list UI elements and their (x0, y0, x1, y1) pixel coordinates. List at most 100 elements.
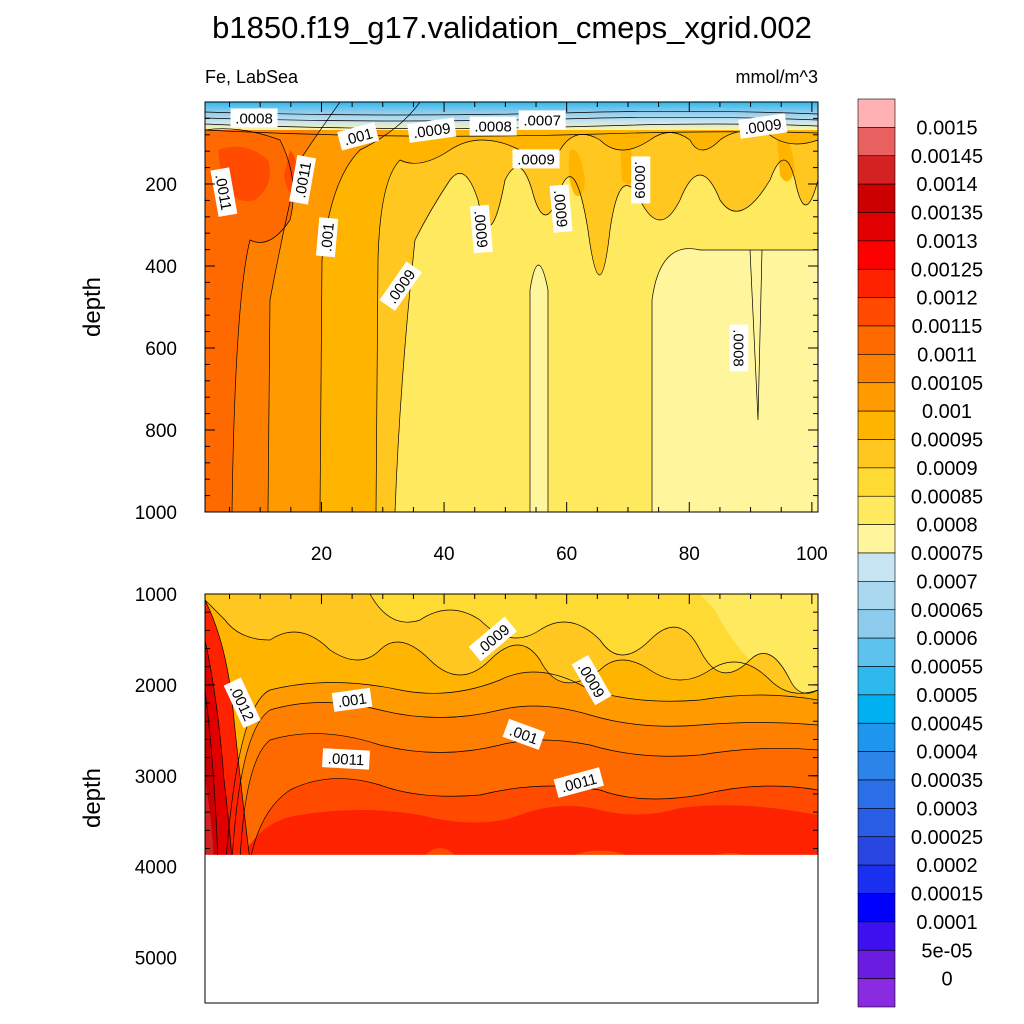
contour-label-box (738, 113, 788, 139)
colorbar-level-label: 5e-05 (921, 940, 972, 962)
contour-label: .001 (315, 217, 339, 258)
colorbar-level-label: 0.00075 (911, 543, 983, 565)
y-tick-label: 4000 (135, 858, 177, 879)
x-tick-label: 80 (679, 544, 700, 565)
contour-label-text: .0008 (729, 329, 746, 367)
fill-level-0011 (205, 128, 294, 512)
contour-label: .001 (331, 687, 373, 712)
y-tick-label: 5000 (135, 949, 177, 970)
contour-label-box (571, 654, 612, 706)
contour-label: .0009 (407, 117, 457, 143)
colorbar-level-label: 0.00095 (911, 430, 983, 452)
contour-label: .0009 (631, 156, 651, 204)
colorbar-swatch (857, 268, 896, 298)
upper-contour-fill (205, 102, 818, 512)
no-data-region (205, 854, 818, 1003)
y-tick-label: 3000 (135, 767, 177, 788)
colorbar-swatch (857, 98, 896, 128)
contour-label-text: .0011 (327, 750, 364, 769)
fill-level-00115-bottom (420, 848, 760, 861)
contour-label-box (337, 122, 380, 151)
colorbar-swatch (857, 808, 896, 838)
contour-label: .0009 (549, 184, 573, 233)
contour-line-00085-mid (529, 264, 549, 512)
fill-level-0008-deep (700, 594, 818, 694)
colorbar-swatch (857, 921, 896, 951)
colorbar-swatch (857, 127, 896, 157)
y-tick-label: 2000 (135, 676, 177, 697)
colorbar-level-label: 0.0008 (916, 515, 977, 537)
colorbar-level-label: 0.00055 (911, 657, 983, 679)
colorbar-swatch (857, 722, 896, 752)
colorbar-swatch (857, 524, 896, 554)
colorbar-swatch (857, 297, 896, 327)
colorbar-level-label: 0.00025 (911, 827, 983, 849)
contour-label-box (468, 616, 517, 662)
contour-label-box (407, 117, 457, 143)
colorbar-level-label: 0.0009 (916, 458, 977, 480)
fill-level-0012-bottom (240, 805, 818, 861)
contour-line-00085-east (651, 248, 818, 512)
upper-axis-ticks: 200 400 600 800 1000 20 40 60 80 100 (135, 101, 828, 565)
contour-line-0009-deep (205, 599, 818, 694)
contour-label: .0008 (230, 108, 278, 128)
contour-label-text: .0011 (292, 161, 315, 200)
contour-label: .0011 (322, 748, 370, 770)
colorbar-swatch (857, 183, 896, 213)
colorbar-level-label: 0.00015 (911, 884, 983, 906)
contour-label: .0011 (289, 155, 317, 205)
variable-label: Fe, LabSea (205, 67, 299, 87)
contour-line-00095-deep (225, 671, 818, 861)
colorbar-level-label: 0.0002 (916, 855, 977, 877)
x-tick-label: 20 (311, 544, 332, 565)
colorbar-swatch (857, 410, 896, 440)
lower-panel: .0009.0009.0012.001.001.0011.0011 100020… (79, 585, 819, 1004)
contour-label-text: .0007 (523, 112, 561, 129)
fill-level-00085-deep (370, 594, 818, 694)
contour-label: .0009 (469, 204, 493, 254)
contour-label: .0007 (518, 110, 566, 130)
contour-label-box (502, 718, 546, 750)
colorbar-swatch (857, 978, 896, 1008)
colorbar: 0.0015 0.00145 0.0014 0.00135 0.0013 0.00125 0… (857, 98, 983, 1008)
contour-label-box (315, 217, 339, 258)
contour-label-text: .0009 (743, 116, 783, 138)
colorbar-swatch (857, 609, 896, 639)
colorbar-level-label: 0.0015 (916, 117, 977, 139)
colorbar-level-label: 0.0006 (916, 628, 977, 650)
contour-label-text: .001 (337, 690, 368, 711)
y-tick-label: 600 (145, 339, 177, 360)
units-label: mmol/m^3 (736, 67, 818, 87)
fill-level-0008-mid (530, 265, 548, 512)
colorbar-level-label: 0.00105 (911, 373, 983, 395)
contour-label-box (553, 767, 604, 798)
colorbar-swatch (857, 893, 896, 923)
contour-label: .0008 (729, 324, 749, 372)
plume-95 (776, 129, 795, 182)
contour-label: .0011 (210, 167, 238, 217)
contour-line-a (205, 110, 818, 116)
colorbar-swatch (857, 581, 896, 611)
contour-label-text: .0009 (412, 120, 452, 142)
x-tick-label: 60 (556, 544, 577, 565)
colorbar-swatch (857, 666, 896, 696)
upper-contour-labels: .0008 .001 .0009 .0008 .0007 .0009 .0009 .0011.… (210, 108, 788, 372)
contour-label-box (322, 748, 370, 770)
contour-label-text: .001 (318, 222, 337, 253)
contour-line-00125 (205, 639, 233, 861)
colorbar-level-label: 0 (941, 969, 952, 991)
colorbar-level-label: 0.0014 (916, 174, 977, 196)
colorbar-level-label: 0.00115 (912, 316, 983, 338)
contour-label-text: .0011 (211, 173, 234, 212)
colorbar-swatch (857, 212, 896, 242)
contour-label-text: .0009 (470, 210, 490, 249)
upper-plot-frame (204, 101, 819, 513)
colorbar-level-label: 0.00035 (911, 770, 983, 792)
colorbar-swatch (857, 694, 896, 724)
colorbar-swatch (857, 751, 896, 781)
colorbar-level-label: 0.0001 (916, 912, 977, 934)
contour-label-text: .0009 (517, 151, 555, 168)
contour-label: .001 (337, 122, 380, 151)
contour-label: .0009 (738, 113, 788, 139)
contour-label: .0009 (512, 149, 560, 169)
